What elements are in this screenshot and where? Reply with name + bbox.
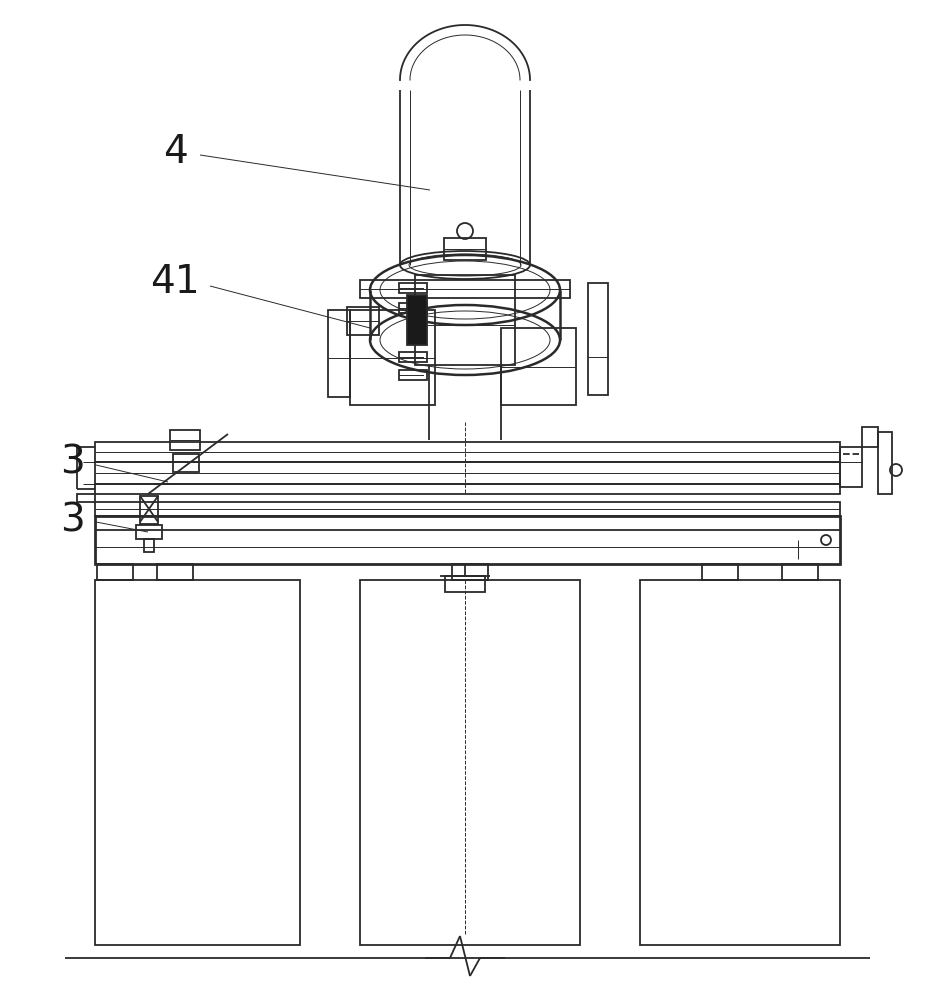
Bar	[95, 484, 840, 494]
Bar	[702, 564, 738, 580]
Bar	[350, 310, 435, 405]
Bar	[878, 432, 892, 494]
Bar	[399, 303, 427, 313]
Bar	[399, 283, 427, 293]
Bar	[347, 307, 379, 335]
Bar	[360, 280, 570, 298]
Bar	[157, 564, 193, 580]
Bar	[407, 295, 427, 345]
Bar	[501, 328, 576, 405]
Bar	[445, 576, 485, 592]
Bar	[140, 496, 158, 524]
Bar	[415, 275, 515, 365]
Bar	[399, 370, 427, 380]
Text: 4: 4	[163, 133, 187, 171]
Bar	[840, 447, 862, 487]
Bar	[444, 238, 486, 260]
Bar	[95, 442, 840, 462]
Bar	[640, 580, 840, 945]
Text: 3: 3	[60, 501, 85, 539]
Bar	[862, 427, 878, 447]
Bar	[95, 502, 840, 516]
Bar	[360, 580, 580, 945]
Bar	[588, 283, 608, 395]
Bar	[782, 564, 818, 580]
Bar	[136, 525, 162, 539]
Bar	[77, 494, 95, 502]
Bar	[97, 564, 133, 580]
Bar	[95, 580, 300, 945]
Text: 41: 41	[150, 263, 200, 301]
Text: 3: 3	[60, 444, 85, 482]
Bar	[452, 564, 488, 580]
Bar	[170, 430, 200, 450]
Bar	[399, 352, 427, 362]
Bar	[95, 516, 840, 564]
Bar	[328, 310, 350, 397]
Bar	[144, 539, 154, 552]
Bar	[173, 454, 199, 472]
Bar	[95, 462, 840, 484]
